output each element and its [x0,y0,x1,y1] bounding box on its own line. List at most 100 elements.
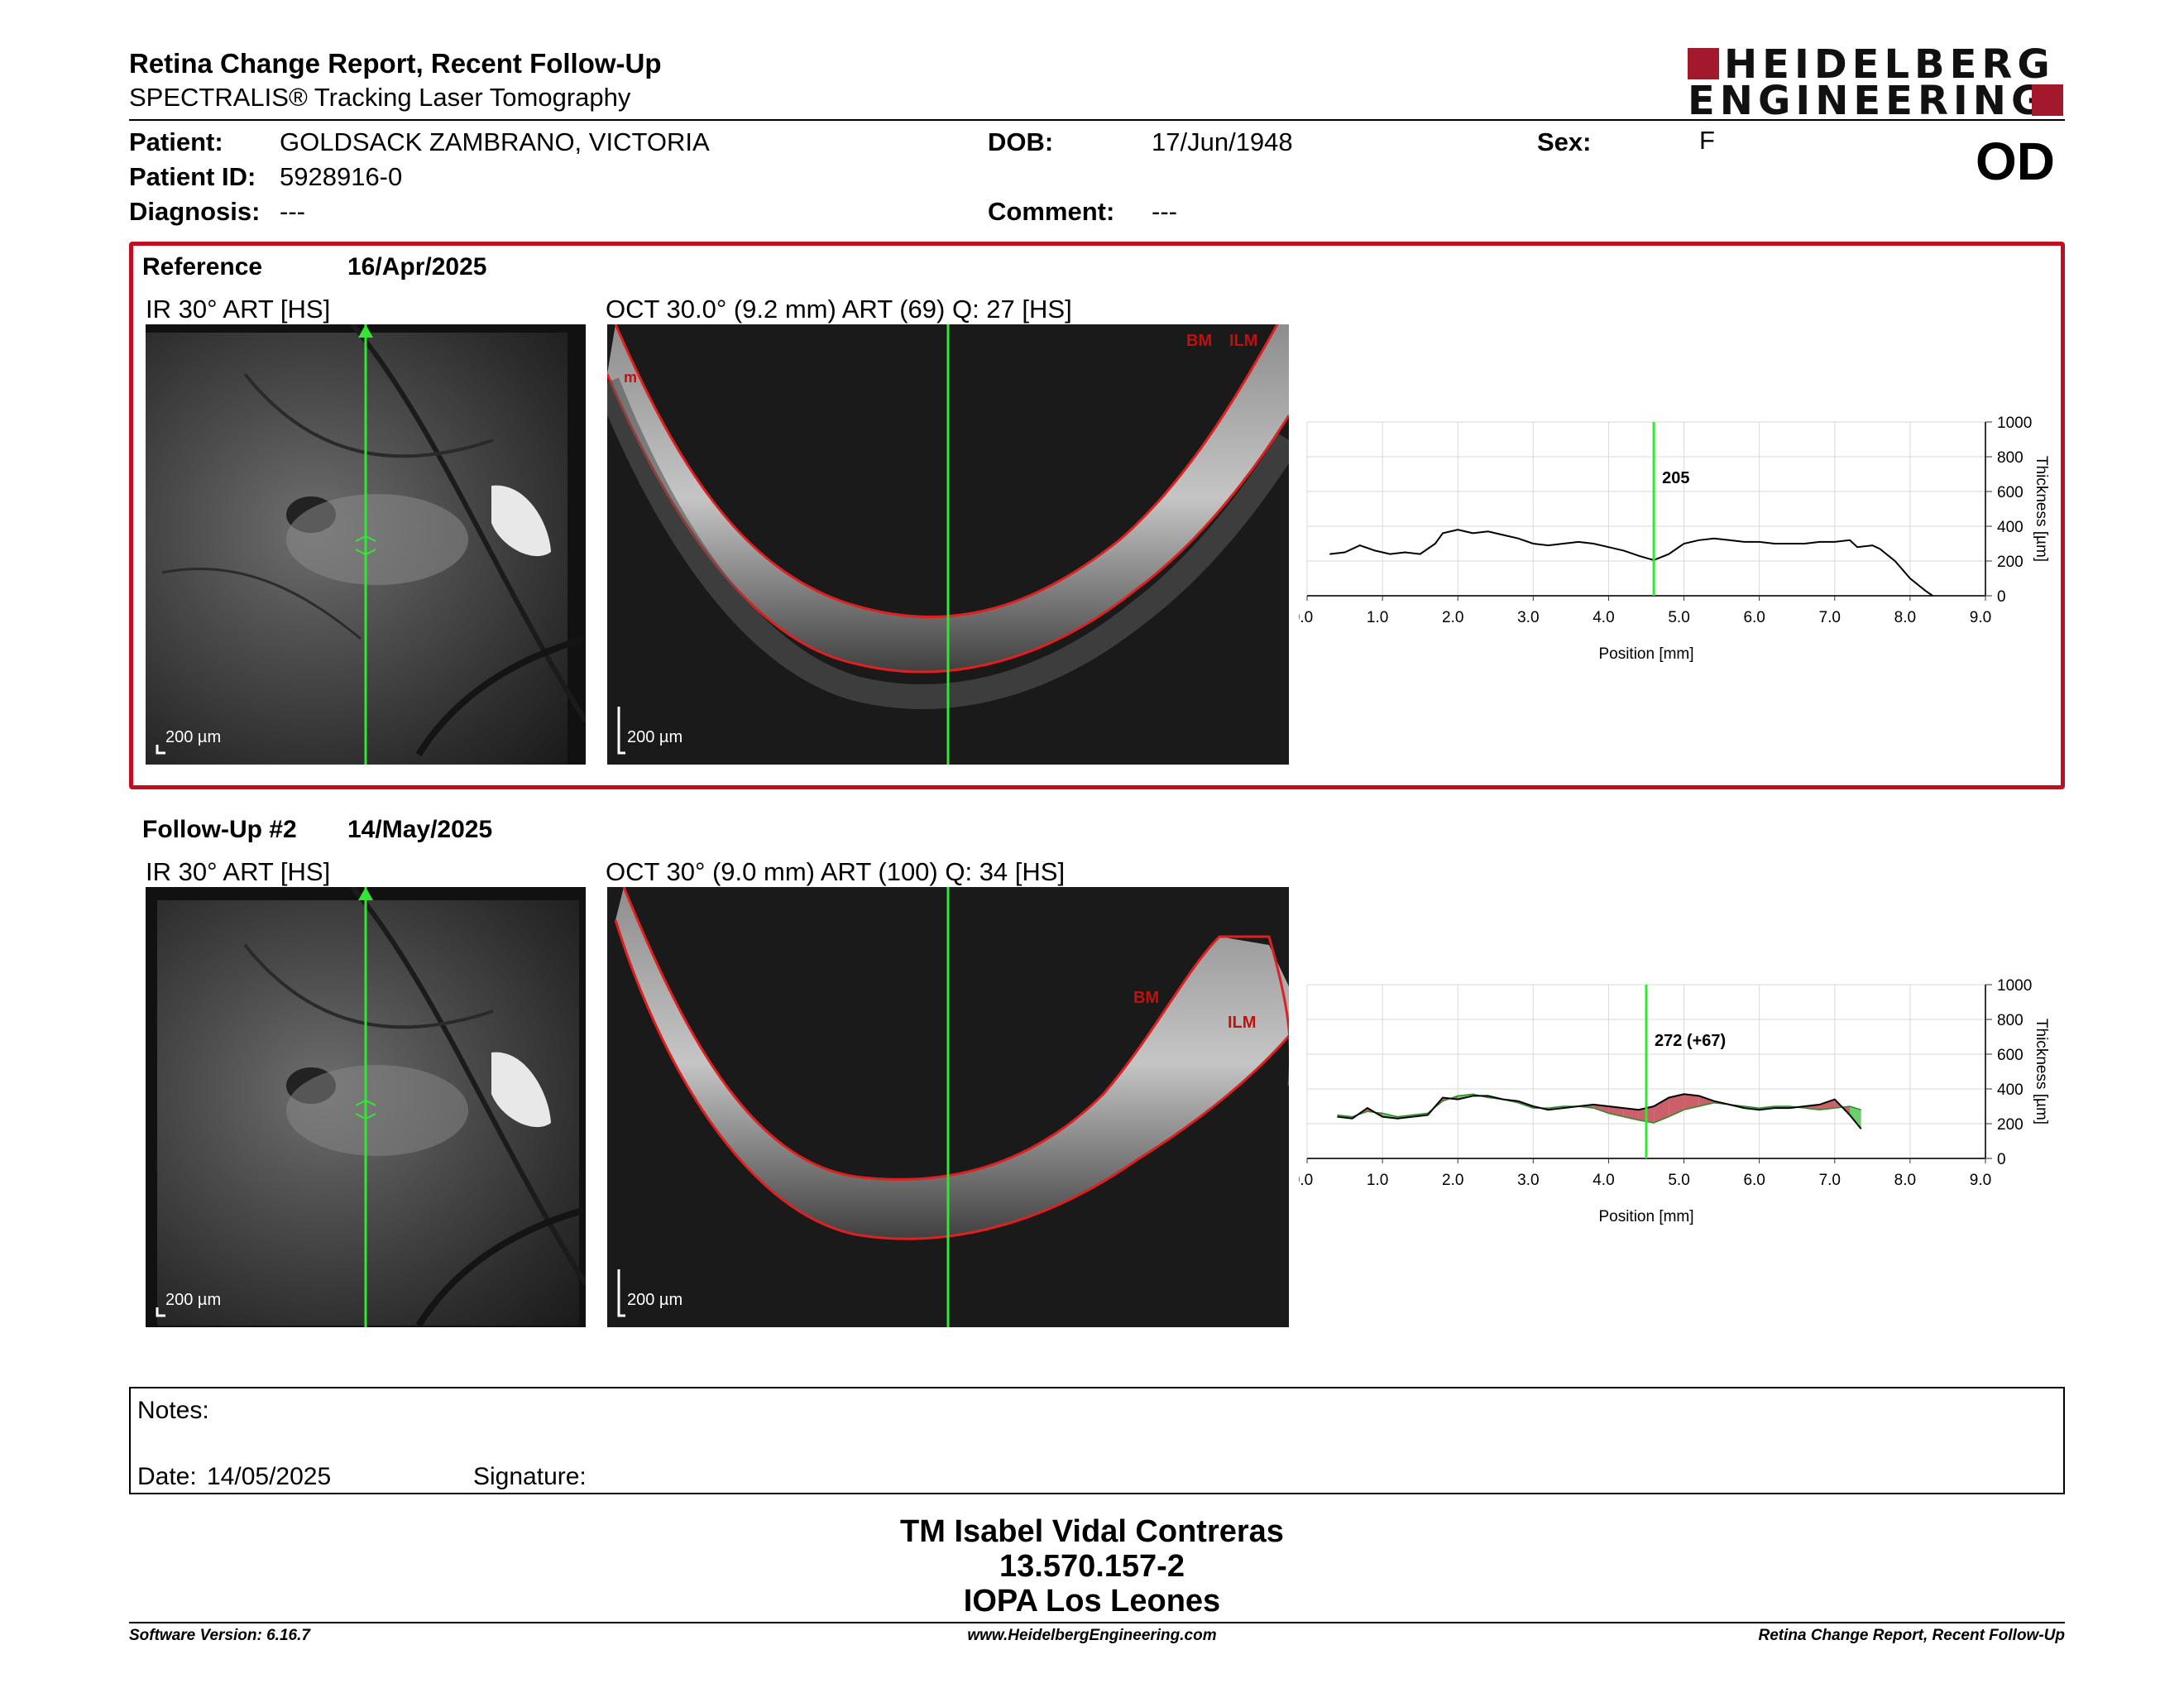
chart0-thickness-line [1329,529,1933,597]
reference-oct-title: OCT 30.0° (9.2 mm) ART (69) Q: 27 [HS] [606,295,1072,324]
reference-label: Reference [142,253,263,281]
chart0-x-tick-label: 3.0 [1517,609,1539,626]
reference-oct-scan[interactable]: BM ILM m 200 µm [607,324,1289,765]
header-divider [129,119,2065,121]
reference-ir-image[interactable]: 200 µm [146,324,586,765]
chart1-y-tick-label: 400 [1997,1081,2024,1099]
chart1-x-tick-label: 4.0 [1592,1172,1614,1189]
chart0-x-tick-label: 7.0 [1819,609,1841,626]
notes-label: Notes: [137,1397,209,1424]
notes-box[interactable]: Notes: Date: 14/05/2025 Signature: [129,1387,2065,1494]
chart0-x-tick-label: 9.0 [1970,609,1991,626]
reference-thickness-chart: 0.0 1.0 2.0 3.0 4.0 5.0 6.0 7.0 8.0 9.0 0 200 400 600… [1291,405,2060,679]
reference-frame [129,242,2065,789]
chart1-x-tick-label: 0.0 [1299,1172,1313,1189]
chart0-y-tick-label: 1000 [1997,415,2032,432]
chart1-x-axis-label: Position [mm] [1598,1208,1693,1225]
dob-label: DOB: [988,127,1054,156]
followup-ir-image[interactable]: 200 µm [146,887,586,1327]
chart0-x-tick-label: 1.0 [1367,609,1388,626]
sex-label: Sex: [1537,127,1592,156]
logo-square-bottom [2032,84,2063,116]
followup-ir-title: IR 30° ART [HS] [146,857,331,886]
chart1-y-axis-label: Thickness [µm] [2033,1019,2050,1125]
diagnosis-label: Diagnosis: [129,197,261,226]
chart1-y-tick-label: 800 [1997,1012,2024,1029]
reference-thickness-svg: 0.0 1.0 2.0 3.0 4.0 5.0 6.0 7.0 8.0 9.0 0 200 400 600… [1291,415,2050,663]
chart1-marker-value: 272 (+67) [1655,1032,1726,1050]
fundus-overlay [156,324,586,765]
followup-oct-title: OCT 30° (9.0 mm) ART (100) Q: 34 [HS] [606,857,1066,886]
oct-label-ilm: ILM [1228,1014,1256,1032]
patient-label: Patient: [129,127,223,156]
footer-divider [129,1622,2065,1623]
chart1-followup-line [1337,1093,1862,1129]
diagnosis-value: --- [280,197,305,226]
eye-indicator: OD [1976,132,2055,191]
patient-name: GOLDSACK ZAMBRANO, VICTORIA [280,127,710,156]
notes-date-value: 14/05/2025 [207,1463,332,1490]
oct-label-bm: BM [1133,989,1159,1007]
chart1-difference-area [1850,1106,1861,1129]
chart1-x-tick-label: 7.0 [1819,1172,1841,1189]
chart1-difference-area [1654,1097,1669,1123]
chart1-x-tick-label: 5.0 [1668,1172,1689,1189]
notes-date-label: Date: [137,1463,197,1490]
chart0-y-tick-label: 800 [1997,449,2024,467]
chart1-reference-line [1337,1093,1861,1124]
chart1-difference-area [1698,1096,1714,1106]
chart0-x-tick-label: 0.0 [1299,609,1313,626]
followup-label: Follow-Up #2 [142,816,297,843]
oct-label-bm: BM [1186,332,1212,350]
patient-id: 5928916-0 [280,162,403,191]
reference-oct-scale: 200 µm [627,728,683,746]
chart1-y-tick-label: 600 [1997,1047,2024,1064]
followup-thickness-chart: 0.0 1.0 2.0 3.0 4.0 5.0 6.0 7.0 8.0 9.0 0 200 400 600… [1291,968,2060,1241]
followup-oct-scan[interactable]: BM ILM 200 µm [607,887,1289,1327]
signatory-name: TM Isabel Vidal Contreras [900,1514,1284,1549]
chart1-difference-area [1593,1104,1609,1114]
chart0-y-tick-label: 200 [1997,554,2024,571]
oct-label-ilm: ILM [1229,332,1257,350]
report-subtitle: SPECTRALIS® Tracking Laser Tomography [129,83,631,112]
website-link[interactable]: www.HeidelbergEngineering.com [967,1627,1217,1644]
chart1-x-tick-label: 1.0 [1367,1172,1388,1189]
chart0-x-tick-label: 6.0 [1743,609,1765,626]
logo-line-2: ENGINEERING [1688,78,2049,124]
comment-value: --- [1152,197,1177,226]
chart0-x-tick-label: 8.0 [1894,609,1916,626]
signatory-id: 13.570.157-2 [999,1549,1185,1584]
reference-date: 16/Apr/2025 [347,253,487,281]
chart1-difference-area [1819,1099,1835,1110]
chart1-y-tick-label: 200 [1997,1116,2024,1134]
chart1-y-tick-label: 0 [1997,1151,2006,1168]
chart1-y-tick-label: 1000 [1997,977,2032,995]
fundus-overlay [156,887,586,1327]
logo-line-1: HEIDELBERG [1724,41,2055,88]
reference-ir-title: IR 30° ART [HS] [146,295,331,324]
oct-label-m: m [624,369,637,386]
footer-report-name: Retina Change Report, Recent Follow-Up [1758,1627,2065,1644]
dob-value: 17/Jun/1948 [1152,127,1293,156]
followup-date: 14/May/2025 [347,816,493,843]
chart0-x-axis-label: Position [mm] [1598,645,1693,663]
signatory-org: IOPA Los Leones [963,1584,1221,1618]
oct-bscan: BM ILM [614,887,1289,1327]
chart1-x-tick-label: 6.0 [1743,1172,1765,1189]
chart1-x-tick-label: 3.0 [1517,1172,1539,1189]
chart0-y-tick-label: 0 [1997,588,2006,606]
logo-square-top [1688,48,1719,79]
chart0-x-tick-label: 5.0 [1668,609,1689,626]
reference-ir-scale: 200 µm [165,728,222,746]
comment-label: Comment: [988,197,1115,226]
chart1-difference-area [1684,1094,1699,1110]
chart0-x-tick-label: 2.0 [1442,609,1463,626]
report-title: Retina Change Report, Recent Follow-Up [129,48,662,79]
sex-value: F [1699,126,1715,155]
signature-label: Signature: [473,1463,587,1490]
chart0-marker-value: 205 [1662,469,1689,487]
chart0-x-tick-label: 4.0 [1592,609,1614,626]
chart1-x-tick-label: 8.0 [1894,1172,1916,1189]
chart0-y-axis-label: Thickness [µm] [2033,456,2050,562]
software-version: Software Version: 6.16.7 [129,1627,310,1644]
